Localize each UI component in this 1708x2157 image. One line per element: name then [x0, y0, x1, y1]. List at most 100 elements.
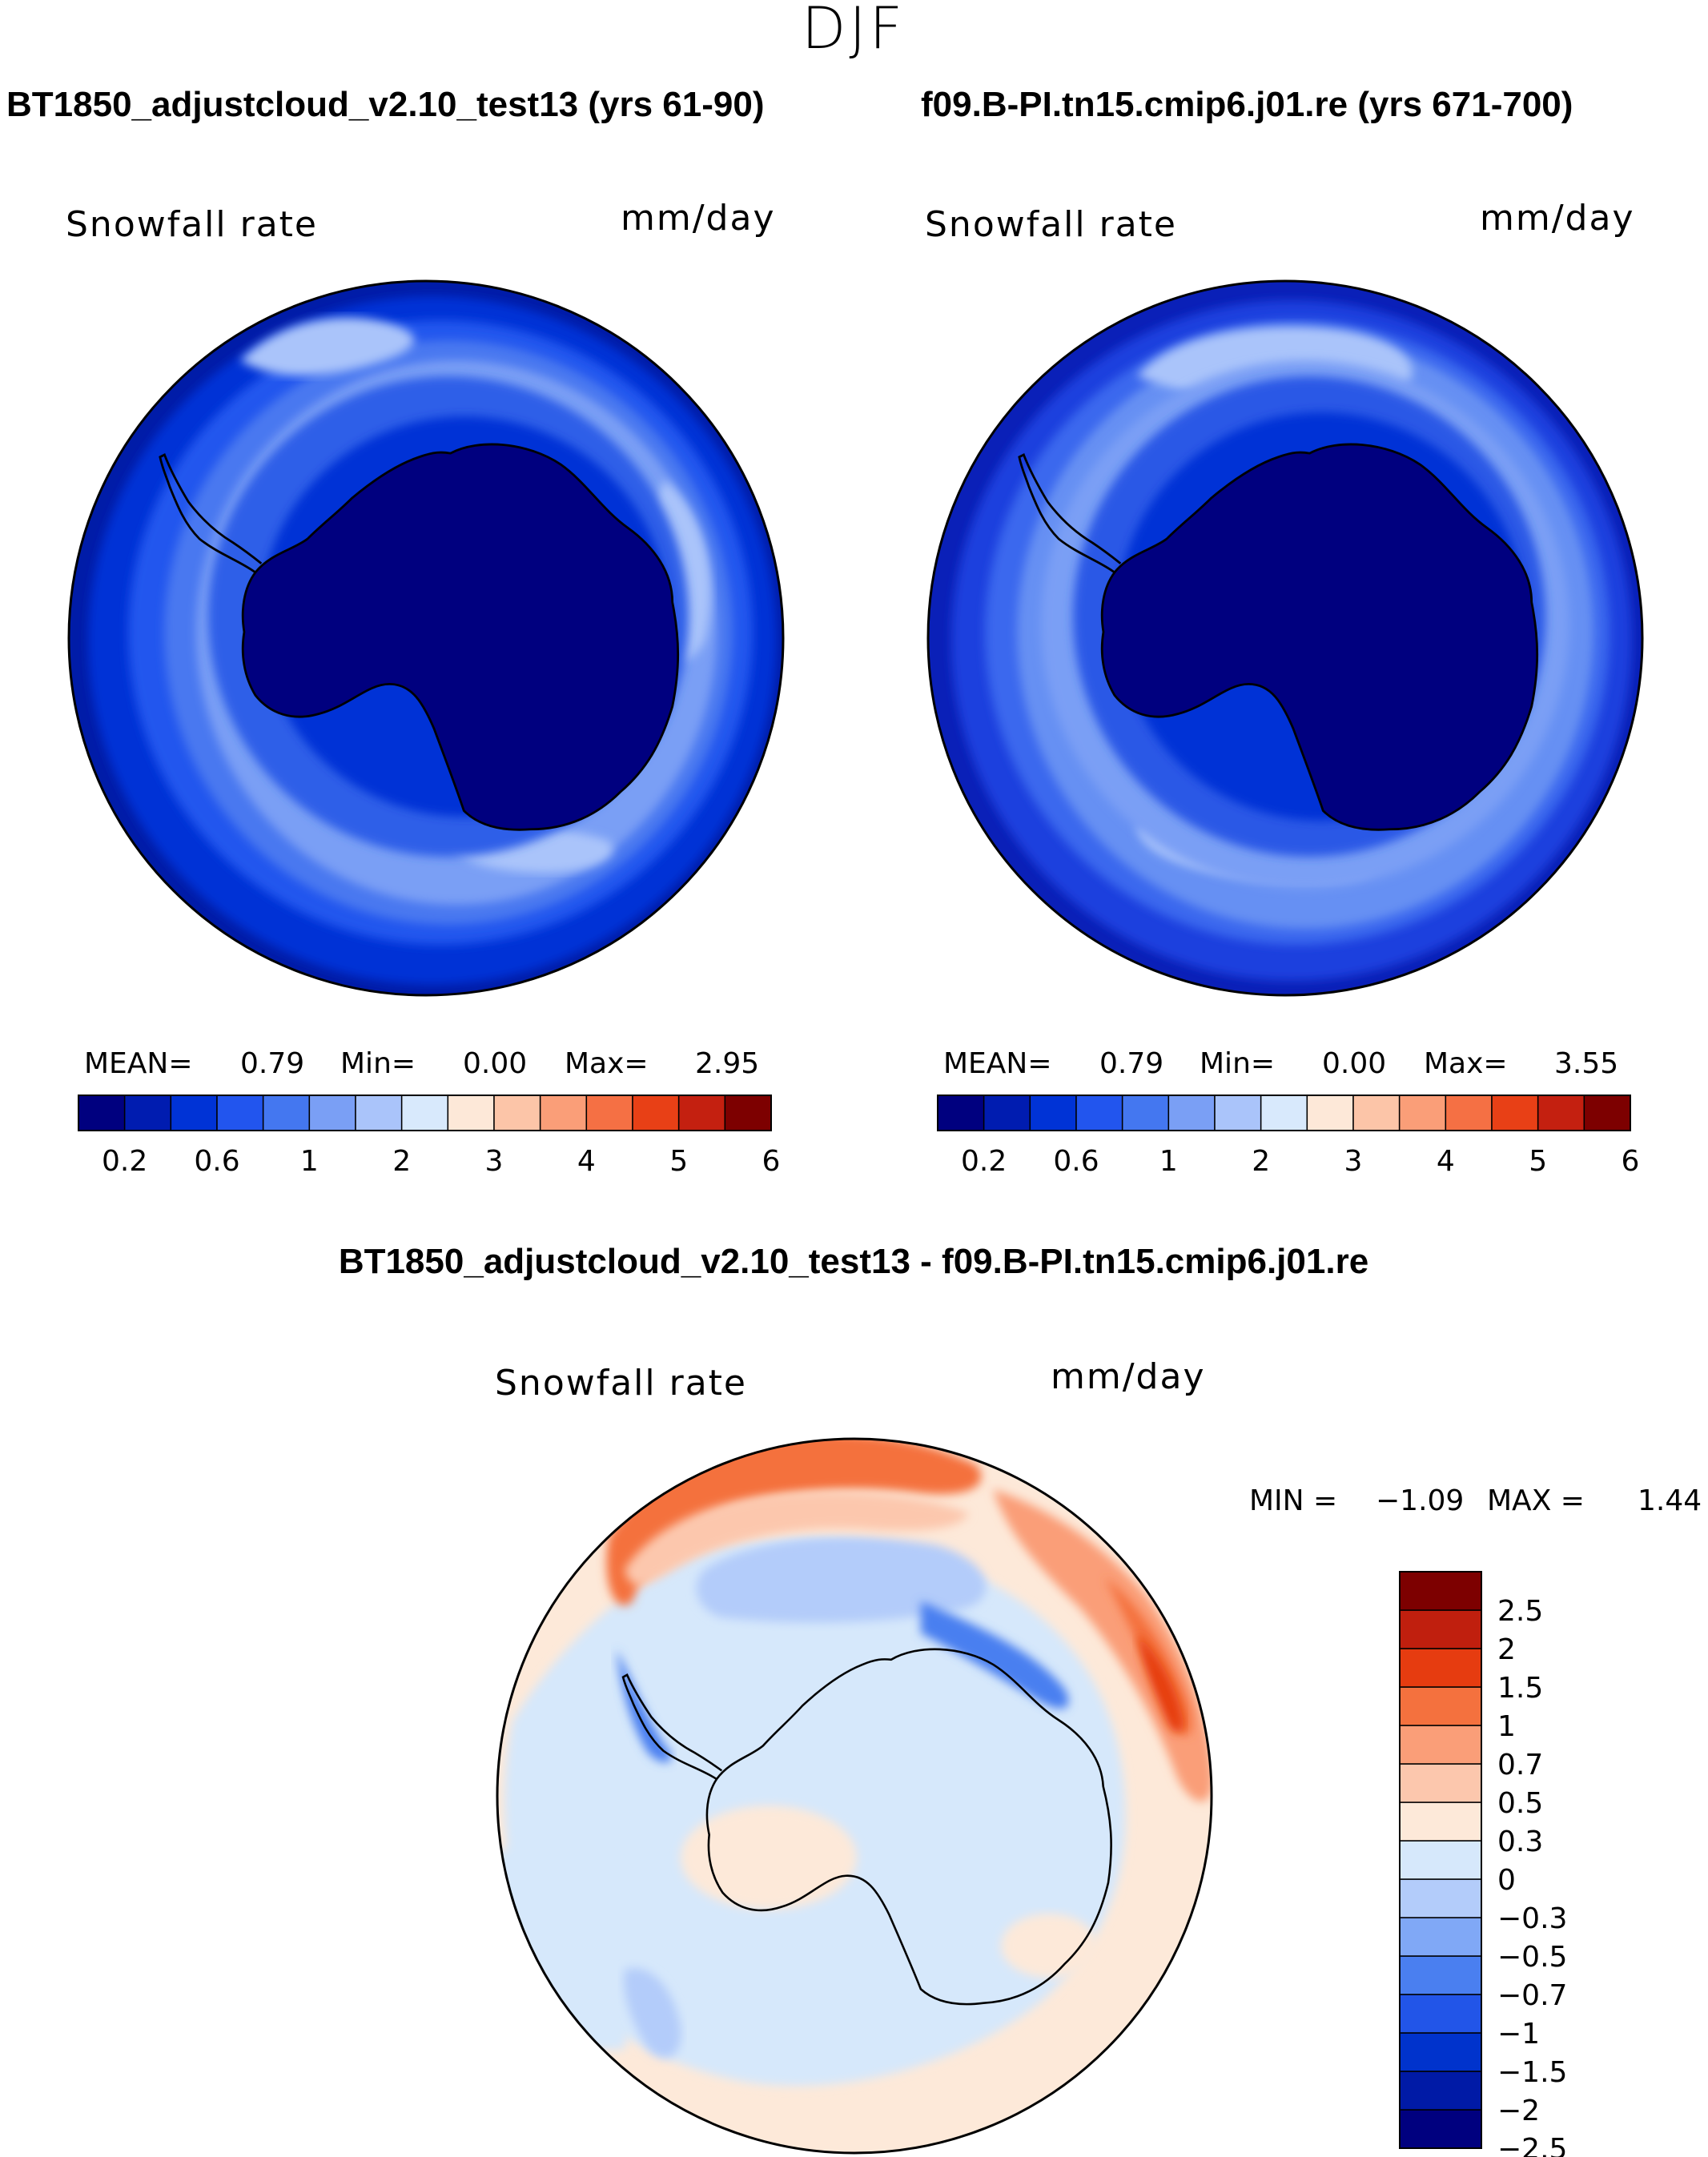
colorbar-cell [632, 1095, 680, 1131]
panel-b-min-value: 0.00 [1322, 1047, 1386, 1080]
panel-a-variable-label: Snowfall rate [66, 204, 318, 245]
colorbar-tick-label: 2 [392, 1145, 411, 1178]
colorbar-cell [1399, 1878, 1482, 1918]
panel-c-field-neg-north [696, 1537, 987, 1623]
colorbar-cell [400, 1095, 449, 1131]
colorbar-tick-label: 5 [669, 1145, 688, 1178]
colorbar-tick-label: −0.7 [1497, 1979, 1567, 2012]
colorbar-tick-label: −0.5 [1497, 1941, 1567, 1974]
colorbar-cell [308, 1095, 356, 1131]
panel-c-units-label: mm/day [1051, 1356, 1205, 1397]
colorbar-tick-label: 6 [1622, 1145, 1640, 1178]
panel-c-field-neg-peninsula [617, 1649, 672, 1762]
colorbar-cell [1399, 2032, 1482, 2072]
panel-a-mean-value: 0.79 [240, 1047, 304, 1080]
colorbar-cell [1399, 1802, 1482, 1842]
colorbar-cell [1306, 1095, 1354, 1131]
panel-c-min-label: MIN = [1249, 1484, 1337, 1517]
panel-a-max-label: Max= [565, 1047, 649, 1080]
panel-a-field-high-west [240, 317, 415, 376]
panel-b-max-label: Max= [1424, 1047, 1508, 1080]
colorbar-frame [78, 1095, 772, 1131]
colorbar-cell [1167, 1095, 1216, 1131]
colorbar-tick-label: 0.2 [961, 1145, 1007, 1178]
colorbar-cell [1583, 1095, 1631, 1131]
colorbar-tick-label: 1 [300, 1145, 319, 1178]
colorbar-tick-label: 5 [1529, 1145, 1547, 1178]
colorbar-tick-label: −2 [1497, 2095, 1540, 2127]
panel-b-stats: MEAN= 0.79 Min= 0.00 Max= 3.55 [943, 1047, 1618, 1080]
panel-a-map-border [67, 279, 785, 997]
colorbar-cell [493, 1095, 541, 1131]
colorbar-cell [123, 1095, 172, 1131]
colorbar-cell [1445, 1095, 1493, 1131]
colorbar-cell [1399, 1955, 1482, 1995]
colorbar-tick-label: 4 [577, 1145, 596, 1178]
colorbar-frame [937, 1095, 1631, 1131]
panel-b-case-title: f09.B-PI.tn15.cmip6.j01.re (yrs 671-700) [921, 85, 1573, 124]
colorbar-cell [1214, 1095, 1262, 1131]
colorbar-cell [1399, 1725, 1482, 1765]
panel-a-colorbar: 0.2 0.6 1 2 3 4 5 6 [78, 1095, 780, 1178]
colorbar-frame [1399, 1571, 1482, 2149]
panel-b-colorbar: 0.2 0.6 1 2 3 4 5 6 [937, 1095, 1640, 1178]
colorbar-tick-label: 2.5 [1497, 1595, 1543, 1628]
colorbar-tick-label: 1.5 [1497, 1672, 1543, 1705]
colorbar-tick-label: 6 [762, 1145, 781, 1178]
colorbar-cell [1537, 1095, 1585, 1131]
colorbar-cell [1260, 1095, 1308, 1131]
colorbar-cell [1399, 1840, 1482, 1880]
colorbar-cell [355, 1095, 403, 1131]
colorbar-cell [1491, 1095, 1539, 1131]
colorbar-cell [585, 1095, 633, 1131]
colorbar-cell [1352, 1095, 1401, 1131]
panel-a: BT1850_adjustcloud_v2.10_test13 (yrs 61-… [6, 85, 785, 1178]
colorbar-cell [1399, 1994, 1482, 2034]
panel-c-case-title: BT1850_adjustcloud_v2.10_test13 - f09.B-… [339, 1242, 1368, 1281]
panel-c-variable-label: Snowfall rate [495, 1363, 747, 1404]
panel-c-field-pos-north-2 [625, 1492, 969, 1585]
panel-a-case-title: BT1850_adjustcloud_v2.10_test13 (yrs 61-… [6, 85, 765, 124]
panel-c-max-label: MAX = [1487, 1484, 1585, 1517]
colorbar-cell [1398, 1095, 1447, 1131]
panel-a-min-value: 0.00 [463, 1047, 527, 1080]
colorbar-cell [539, 1095, 588, 1131]
colorbar-cell [1399, 1609, 1482, 1649]
panel-c: BT1850_adjustcloud_v2.10_test13 - f09.B-… [339, 1242, 1702, 2157]
panel-b-variable-label: Snowfall rate [925, 204, 1177, 245]
colorbar-tick-label: 2 [1252, 1145, 1270, 1178]
colorbar-tick-label: 3 [485, 1145, 504, 1178]
colorbar-tick-label: −2.5 [1497, 2133, 1567, 2157]
colorbar-tick-label: 1 [1159, 1145, 1178, 1178]
panel-b-min-label: Min= [1200, 1047, 1275, 1080]
colorbar-tick-label: 4 [1437, 1145, 1455, 1178]
colorbar-cell [1075, 1095, 1123, 1131]
panel-c-field-neg-coast [921, 1601, 1069, 1709]
colorbar-tick-label: 3 [1344, 1145, 1363, 1178]
colorbar-cell [937, 1095, 985, 1131]
colorbar-cell [1399, 1648, 1482, 1688]
panel-a-min-label: Min= [340, 1047, 416, 1080]
panel-c-max-value: 1.44 [1638, 1484, 1702, 1517]
panel-c-field-pos-east-1 [993, 1489, 1212, 1802]
colorbar-cell [1399, 1917, 1482, 1957]
panel-b-units-label: mm/day [1480, 198, 1634, 239]
panel-a-map [69, 281, 783, 995]
colorbar-cell [447, 1095, 495, 1131]
colorbar-tick-label: 2 [1497, 1633, 1516, 1666]
colorbar-cell [262, 1095, 311, 1131]
colorbar-cell [1399, 1686, 1482, 1726]
colorbar-tick-label: 0.7 [1497, 1749, 1543, 1781]
panel-b-map [928, 281, 1642, 995]
panel-b-max-value: 3.55 [1554, 1047, 1618, 1080]
colorbar-cell [78, 1095, 126, 1131]
panel-c-colorbar: 2.5 2 1.5 1 0.7 0.5 0.3 0 −0.3 −0.5 −0.7 −1 −1.5 −2 −2… [1399, 1571, 1567, 2157]
panel-c-min-value: −1.09 [1376, 1484, 1464, 1517]
colorbar-cell [677, 1095, 726, 1131]
colorbar-tick-label: −1.5 [1497, 2056, 1567, 2089]
panel-a-stats: MEAN= 0.79 Min= 0.00 Max= 2.95 [84, 1047, 759, 1080]
colorbar-tick-label: −1 [1497, 2018, 1540, 2051]
panel-c-stats: MIN = −1.09 MAX = 1.44 [1249, 1484, 1702, 1517]
panel-b-map-border [926, 279, 1644, 997]
colorbar-tick-label: 1 [1497, 1710, 1516, 1743]
